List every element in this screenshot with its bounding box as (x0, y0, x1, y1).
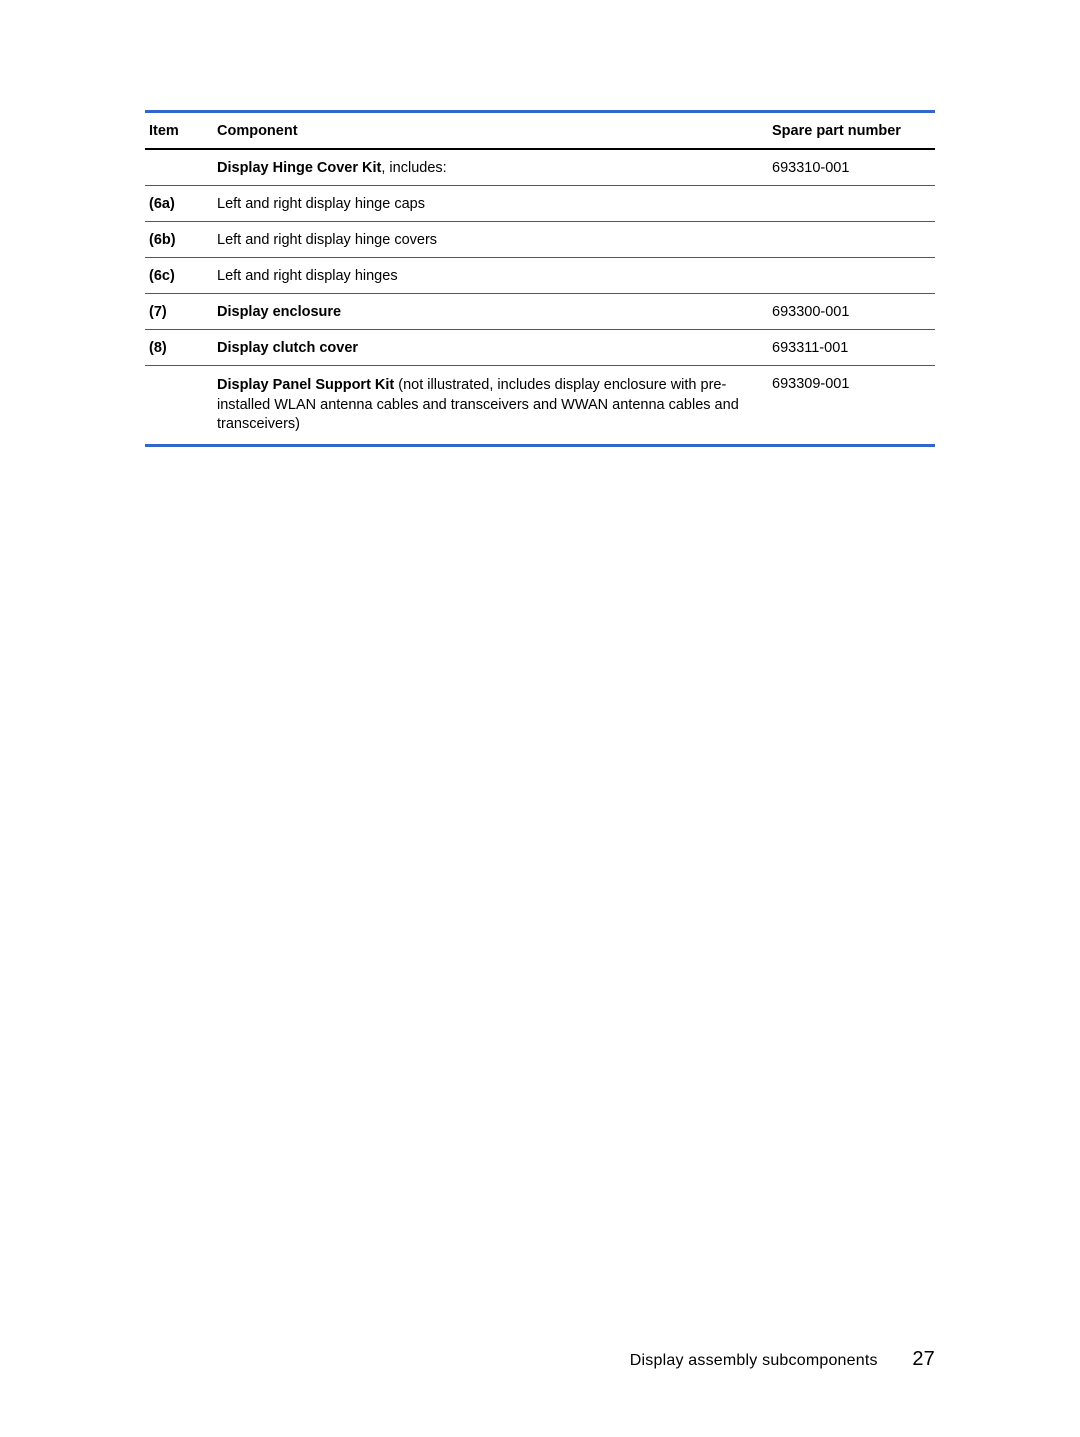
row-spare (768, 222, 935, 258)
footer-text: Display assembly subcomponents (630, 1352, 878, 1369)
row-item: (7) (145, 294, 213, 330)
row-spare: 693300-001 (768, 294, 935, 330)
header-item: Item (145, 112, 213, 150)
row-spare (768, 258, 935, 294)
row-spare: 693309-001 (768, 366, 935, 446)
page-footer: Display assembly subcomponents 27 (630, 1348, 935, 1371)
row-spare: 693310-001 (768, 149, 935, 186)
row-item: (6a) (145, 186, 213, 222)
row-spare (768, 186, 935, 222)
row-component: Display Panel Support Kit (not illustrat… (213, 366, 768, 446)
row-component: Display enclosure (213, 294, 768, 330)
row-item: (8) (145, 330, 213, 366)
parts-table: Item Component Spare part number Display… (145, 110, 935, 447)
row-component: Left and right display hinge caps (213, 186, 768, 222)
row-item: (6b) (145, 222, 213, 258)
row-item (145, 366, 213, 446)
header-component: Component (213, 112, 768, 150)
row-component: Left and right display hinge covers (213, 222, 768, 258)
row-spare: 693311-001 (768, 330, 935, 366)
header-spare: Spare part number (768, 112, 935, 150)
row-component: Display Hinge Cover Kit, includes: (213, 149, 768, 186)
page-number: 27 (912, 1348, 935, 1371)
row-component: Left and right display hinges (213, 258, 768, 294)
row-item: (6c) (145, 258, 213, 294)
row-item (145, 149, 213, 186)
row-component: Display clutch cover (213, 330, 768, 366)
